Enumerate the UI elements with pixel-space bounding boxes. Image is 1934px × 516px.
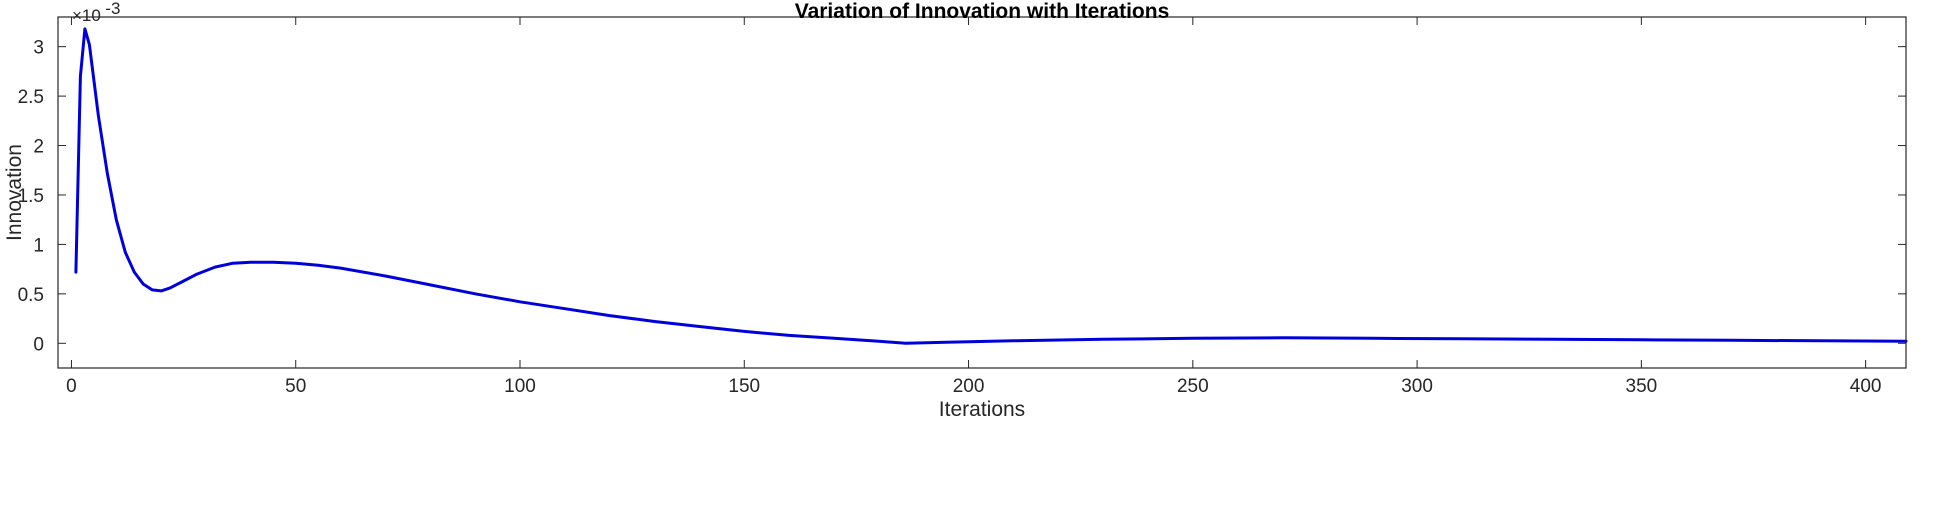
series-line-innovation bbox=[74, 27, 1908, 345]
x-tick-label: 400 bbox=[1850, 376, 1882, 397]
y-tick-label: 0.5 bbox=[18, 285, 44, 306]
y-tick-label: 2 bbox=[33, 137, 44, 158]
plot-area bbox=[58, 17, 1906, 368]
x-axis-ticks: 0 50 100 150 200 250 300 350 400 bbox=[66, 17, 1881, 397]
y-tick-label: 1.5 bbox=[18, 186, 44, 207]
x-tick-label: 150 bbox=[728, 376, 760, 397]
x-tick-label: 350 bbox=[1626, 376, 1658, 397]
series-layer bbox=[74, 27, 1908, 345]
y-axis-ticks: 0 0.5 1 1.5 2 2.5 3 bbox=[18, 38, 1906, 355]
x-tick-label: 250 bbox=[1177, 376, 1209, 397]
axes-box bbox=[57, 16, 1907, 369]
x-axis-label: Iterations bbox=[939, 398, 1025, 421]
x-tick-label: 0 bbox=[66, 376, 77, 397]
chart-title: Variation of Innovation with Iterations bbox=[795, 0, 1170, 23]
y-exponent-base: ×10 bbox=[72, 6, 101, 25]
y-axis-label: Innovation bbox=[3, 144, 26, 241]
y-axis-exponent: ×10 -3 bbox=[72, 0, 120, 25]
x-tick-label: 200 bbox=[953, 376, 985, 397]
x-tick-label: 50 bbox=[285, 376, 306, 397]
y-tick-label: 1 bbox=[33, 235, 44, 256]
x-tick-label: 300 bbox=[1401, 376, 1433, 397]
y-tick-label: 2.5 bbox=[18, 87, 44, 108]
y-tick-label: 3 bbox=[33, 38, 44, 59]
x-tick-label: 100 bbox=[504, 376, 536, 397]
y-tick-label: 0 bbox=[33, 334, 44, 355]
y-exponent-power: -3 bbox=[105, 0, 120, 18]
